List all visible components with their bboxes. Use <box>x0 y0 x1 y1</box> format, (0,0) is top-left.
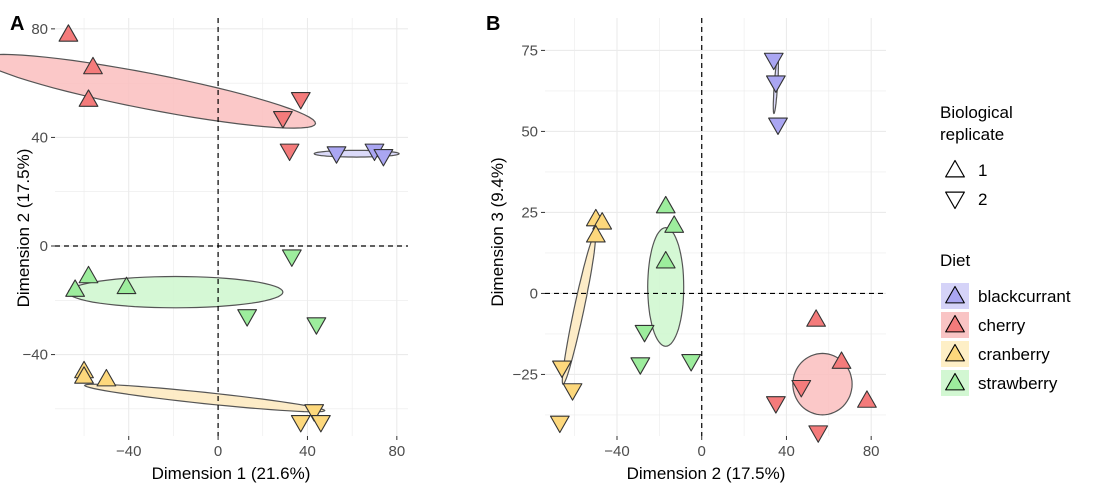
legend-shape-2-icon <box>945 191 965 210</box>
panel-a-y-tick-label: 0 <box>40 238 48 255</box>
panel-a-point-blackcurrant-rep2 <box>326 146 347 164</box>
panel-b-point-cranberry-rep1 <box>592 212 613 230</box>
panel-a-x-ticks: −40 0 40 80 <box>116 436 405 460</box>
legend-cherry-icon <box>945 314 965 333</box>
legend-color-label-strawberry: strawberry <box>978 374 1058 393</box>
panel-b-grid <box>545 18 886 436</box>
panel-b-x-tick-label: 80 <box>863 443 880 460</box>
panel-b: B −40 0 40 80 −25 0 25 50 75 Dimension 2 (17.5%… <box>486 13 886 483</box>
legend-color-title: Diet <box>940 251 971 270</box>
panel-a-ellipses <box>0 53 400 413</box>
panel-a-point-strawberry-rep2 <box>306 317 327 335</box>
panel-b-point-cranberry-rep2 <box>562 383 583 401</box>
panel-a-point-cranberry-rep2 <box>290 414 311 433</box>
panel-b-y-tick-label: 75 <box>521 42 538 59</box>
panel-a-point-cranberry-rep1 <box>74 366 94 384</box>
panel-a-point-blackcurrant-rep2 <box>373 148 394 167</box>
legend-shape-title-line-2: replicate <box>940 125 1004 144</box>
panel-b-points <box>549 52 877 443</box>
panel-a-point-strawberry-rep1 <box>65 279 86 297</box>
legend-shape-entries: 12 <box>945 159 987 210</box>
panel-a-point-cranberry-rep2 <box>310 414 331 433</box>
panel-a-y-tick-label: 80 <box>31 21 48 38</box>
legend-shape-title: Biological replicate <box>940 103 1018 144</box>
legend-shape-label-2: 2 <box>978 190 987 209</box>
panel-b-point-cranberry-rep2 <box>552 360 572 378</box>
panel-b-point-blackcurrant-rep2 <box>765 75 786 93</box>
panel-a-point-strawberry-rep2 <box>237 309 258 327</box>
panel-a-ellipse-cherry <box>0 53 317 129</box>
panel-b-x-ticks: −40 0 40 80 <box>604 436 880 460</box>
panel-a-reference-lines <box>55 18 408 436</box>
panel-b-point-cherry-rep1 <box>831 351 852 369</box>
panel-a-point-cherry-rep1 <box>78 89 99 107</box>
panel-b-point-cherry-rep2 <box>808 425 829 443</box>
panel-a-y-ticks: −40 0 40 80 <box>23 21 55 364</box>
panel-b-point-cherry-rep2 <box>765 396 786 414</box>
panel-b-y-tick-label: 25 <box>521 204 538 221</box>
panel-b-point-cranberry-rep2 <box>549 415 570 434</box>
panel-b-point-strawberry-rep2 <box>630 357 651 375</box>
panel-a-point-cherry-rep2 <box>279 143 300 162</box>
panel-a-ellipse-cranberry <box>83 383 326 413</box>
panel-a-y-tick-label: −40 <box>23 347 48 364</box>
panel-a-point-strawberry-rep2 <box>281 249 302 267</box>
panel-b-y-tick-label: −25 <box>513 366 538 383</box>
panel-a-point-cherry-rep1 <box>58 24 79 42</box>
panel-a-x-tick-label: 80 <box>388 443 405 460</box>
panel-b-reference-lines <box>545 18 886 436</box>
legend-shape-label-1: 1 <box>978 161 987 180</box>
panel-a-x-tick-label: 0 <box>214 443 222 460</box>
panel-a-x-tick-label: −40 <box>116 443 141 460</box>
legend-blackcurrant-icon <box>945 285 965 304</box>
legend-cranberry-icon <box>945 343 965 362</box>
legend-strawberry-icon <box>945 372 965 391</box>
panel-a-point-strawberry-rep1 <box>116 276 137 295</box>
panel-a-point-cherry-rep1 <box>83 56 103 75</box>
legend-shape-1-icon <box>945 159 965 178</box>
panel-a-x-axis-title: Dimension 1 (21.6%) <box>152 464 311 483</box>
panel-a-point-strawberry-rep1 <box>78 265 99 284</box>
panel-b-point-cranberry-rep1 <box>585 225 606 243</box>
panel-b-y-tick-label: 50 <box>521 123 538 140</box>
panel-b-point-strawberry-rep2 <box>681 354 702 372</box>
panel-b-ellipses <box>561 57 853 416</box>
legend: Biological replicate 12 Diet blackcurran… <box>940 103 1071 396</box>
panel-b-point-strawberry-rep2 <box>634 324 655 343</box>
panel-b-x-tick-label: 40 <box>778 443 795 460</box>
panel-a-y-axis-title: Dimension 2 (17.5%) <box>14 149 33 308</box>
panel-b-point-strawberry-rep1 <box>664 215 685 233</box>
panel-b-x-tick-label: −40 <box>604 443 629 460</box>
panel-b-y-ticks: −25 0 25 50 75 <box>513 42 545 383</box>
panel-b-point-cherry-rep1 <box>857 390 877 408</box>
panel-a-x-tick-label: 40 <box>299 443 316 460</box>
panel-b-x-axis-title: Dimension 2 (17.5%) <box>627 464 786 483</box>
panel-b-point-blackcurrant-rep2 <box>768 117 788 135</box>
panel-a-point-cherry-rep2 <box>290 91 311 110</box>
panel-b-point-strawberry-rep1 <box>655 250 676 269</box>
panel-b-x-tick-label: 0 <box>698 443 706 460</box>
panel-b-point-cherry-rep1 <box>806 309 827 327</box>
panel-a-point-cranberry-rep2 <box>304 404 325 422</box>
panel-label-b: B <box>486 13 500 35</box>
panel-label-a: A <box>10 13 24 35</box>
panel-b-point-cherry-rep2 <box>791 379 812 398</box>
panel-b-point-blackcurrant-rep2 <box>763 52 784 71</box>
panel-a-ellipse-strawberry <box>67 275 284 309</box>
panel-a-points <box>58 24 394 433</box>
panel-a-point-cherry-rep2 <box>272 110 293 129</box>
legend-color-label-cherry: cherry <box>978 316 1026 335</box>
legend-color-entries: blackcurrant cherry cranberry strawberry <box>941 283 1071 396</box>
panel-b-y-axis-title: Dimension 3 (9.4%) <box>488 157 507 306</box>
panel-a-point-cranberry-rep1 <box>96 368 117 387</box>
legend-color-label-blackcurrant: blackcurrant <box>978 287 1071 306</box>
legend-shape-title-line-1: Biological <box>940 103 1013 122</box>
panel-a-y-tick-label: 40 <box>31 129 48 146</box>
panel-b-point-strawberry-rep1 <box>655 195 676 214</box>
legend-color-label-cranberry: cranberry <box>978 345 1050 364</box>
panel-b-y-tick-label: 0 <box>530 285 538 302</box>
panel-b-ellipse-strawberry <box>647 226 685 347</box>
